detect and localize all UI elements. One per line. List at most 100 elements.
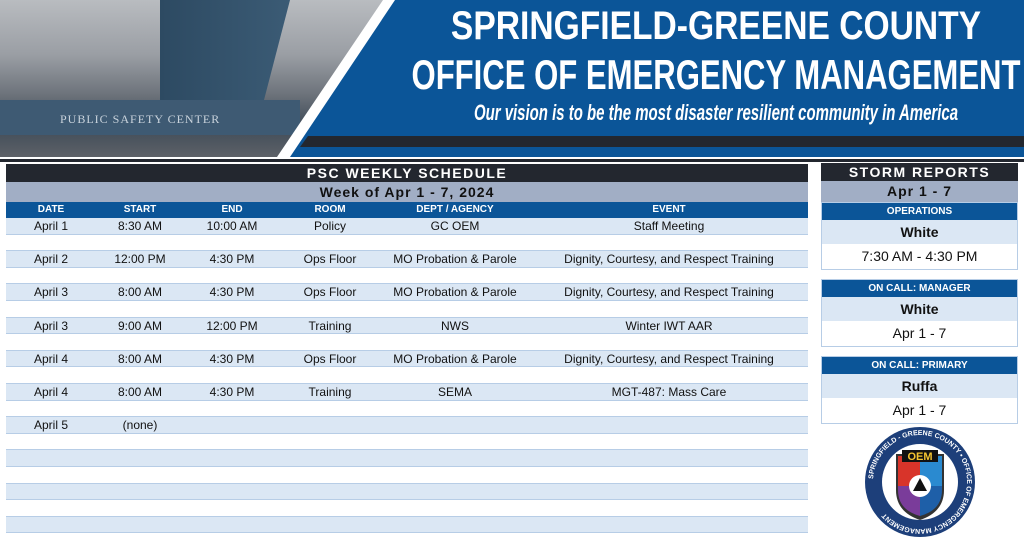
column-header: START — [123, 204, 157, 215]
table-cell: MO Probation & Parole — [393, 351, 517, 366]
table-row: April 4 8:00 AM 4:30 PM Ops Floor MO Probati… — [6, 350, 808, 368]
table-cell: SEMA — [437, 384, 472, 399]
storm-card: ON CALL: MANAGER White Apr 1 - 7 — [821, 279, 1018, 347]
table-cell — [280, 517, 380, 533]
table-cell — [530, 417, 808, 433]
card-name: Ruffa — [822, 374, 1017, 398]
table-cell — [6, 334, 96, 350]
table-header: DATE START END ROOM DEPT / AGENCY EVENT — [6, 202, 808, 218]
table-cell — [184, 334, 280, 350]
storm-reports-panel: STORM REPORTS Apr 1 - 7 OPERATIONS White 7… — [821, 163, 1018, 433]
table-cell — [530, 434, 808, 450]
table-cell — [184, 517, 280, 533]
table-cell — [280, 500, 380, 516]
table-cell — [96, 500, 184, 516]
table-cell: Policy — [313, 219, 346, 233]
table-cell — [96, 450, 184, 466]
table-cell — [380, 467, 530, 483]
table-cell: 9:00 AM — [117, 318, 163, 333]
schedule-title: PSC WEEKLY SCHEDULE — [6, 164, 808, 182]
table-cell — [380, 401, 530, 417]
table-cell — [530, 401, 808, 417]
table-cell — [96, 235, 184, 251]
table-cell: 8:00 AM — [117, 351, 163, 366]
table-cell — [184, 417, 280, 433]
table-cell — [380, 517, 530, 533]
table-cell — [280, 434, 380, 450]
table-cell — [280, 484, 380, 500]
table-cell — [280, 334, 380, 350]
table-cell: MO Probation & Parole — [393, 285, 517, 300]
table-cell — [184, 500, 280, 516]
table-cell: Dignity, Courtesy, and Respect Training — [564, 351, 774, 366]
table-cell — [530, 268, 808, 284]
card-name: White — [822, 297, 1017, 321]
title-line-2: OFFICE OF EMERGENCY MANAGEMENT — [411, 51, 1021, 98]
table-cell — [184, 467, 280, 483]
storm-card: ON CALL: PRIMARY Ruffa Apr 1 - 7 — [821, 356, 1018, 424]
table-cell — [96, 467, 184, 483]
table-cell: Dignity, Courtesy, and Respect Training — [564, 285, 774, 300]
table-row: April 3 8:00 AM 4:30 PM Ops Floor MO Probati… — [6, 284, 808, 301]
table-cell: April 4 — [33, 384, 68, 399]
table-cell — [6, 367, 96, 383]
table-cell: 4:30 PM — [209, 351, 255, 366]
table-cell — [184, 450, 280, 466]
table-cell: April 1 — [33, 219, 68, 233]
table-cell: (none) — [122, 418, 158, 433]
card-name: White — [822, 220, 1017, 244]
table-cell — [530, 301, 808, 317]
table-row — [6, 516, 808, 534]
column-header: DEPT / AGENCY — [416, 204, 494, 215]
table-cell — [530, 500, 808, 516]
table-cell — [96, 434, 184, 450]
table-cell — [6, 484, 96, 500]
table-cell — [96, 268, 184, 284]
table-cell: April 5 — [33, 418, 68, 433]
sign-text: PUBLIC SAFETY CENTER — [60, 112, 221, 126]
table-cell — [184, 367, 280, 383]
table-cell — [184, 268, 280, 284]
table-cell — [380, 268, 530, 284]
table-cell — [6, 235, 96, 251]
table-cell — [184, 235, 280, 251]
building — [160, 0, 290, 100]
table-row — [6, 267, 808, 285]
table-cell — [6, 268, 96, 284]
table-cell — [530, 484, 808, 500]
table-cell — [380, 235, 530, 251]
table-cell — [280, 367, 380, 383]
table-cell: Ops Floor — [303, 252, 357, 267]
table-cell: Winter IWT AAR — [625, 318, 713, 333]
table-cell: Training — [308, 318, 352, 333]
table-row — [6, 450, 808, 467]
table-cell — [96, 517, 184, 533]
table-row: April 1 8:30 AM 10:00 AM Policy GC OEM Staff … — [6, 218, 808, 235]
card-label: ON CALL: PRIMARY — [822, 357, 1017, 374]
oem-logo: OEM SPRINGFIELD - GREENE COUNTY • OFFICE… — [863, 425, 977, 539]
table-cell — [380, 367, 530, 383]
table-row — [6, 334, 808, 351]
table-cell — [380, 417, 530, 433]
table-cell: April 3 — [33, 318, 68, 333]
table-cell: 4:30 PM — [209, 285, 255, 300]
public-safety-center-photo: PUBLIC SAFETY CENTER — [0, 0, 392, 157]
table-cell — [530, 467, 808, 483]
title-line-1: SPRINGFIELD-GREENE COUNTY — [450, 4, 982, 48]
table-cell: MO Probation & Parole — [393, 252, 517, 267]
table-row — [6, 433, 808, 451]
table-cell — [184, 401, 280, 417]
table-row — [6, 466, 808, 484]
table-row — [6, 300, 808, 318]
table-cell — [280, 467, 380, 483]
column-header: END — [221, 204, 243, 215]
table-cell — [380, 334, 530, 350]
table-cell — [6, 401, 96, 417]
table-row: April 3 9:00 AM 12:00 PM Training NWS Winter … — [6, 317, 808, 335]
table-cell: Dignity, Courtesy, and Respect Training — [564, 252, 774, 267]
table-cell: April 3 — [33, 285, 68, 300]
storm-card: OPERATIONS White 7:30 AM - 4:30 PM — [821, 202, 1018, 270]
table-cell — [380, 500, 530, 516]
table-cell — [6, 467, 96, 483]
table-cell — [380, 301, 530, 317]
